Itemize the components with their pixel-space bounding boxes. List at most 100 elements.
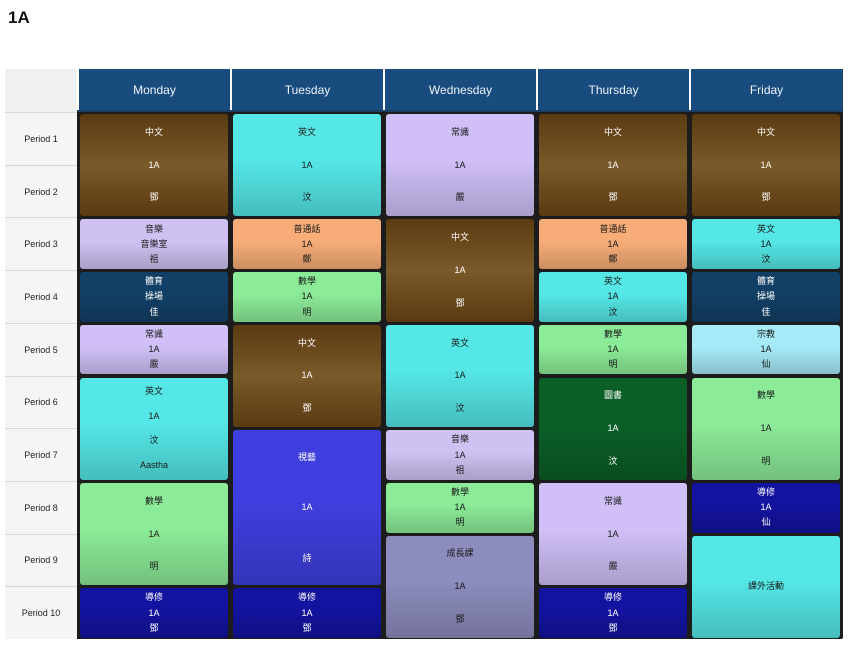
lesson-detail: 1A <box>760 502 772 513</box>
lesson-cell[interactable]: 導修 1A 仙 <box>692 482 840 533</box>
period-label: Period 3 <box>5 217 77 270</box>
lesson-detail: 鄧 <box>149 622 159 633</box>
lesson-subject: 常識 <box>144 328 163 339</box>
lesson-cell[interactable]: 課外活動 <box>692 535 840 638</box>
lesson-subject: 數學 <box>756 390 775 401</box>
period-label: Period 9 <box>5 533 77 587</box>
lesson-cell[interactable]: 體育 操場佳 <box>80 272 228 322</box>
lesson-subject: 常識 <box>450 126 469 137</box>
day-header-tuesday: Tuesday <box>230 69 383 110</box>
lesson-detail: 1A <box>760 423 772 434</box>
lesson-cell[interactable]: 數學 1A 明 <box>80 482 228 586</box>
period-label: Period 8 <box>5 480 77 534</box>
lesson-subject: 導修 <box>603 592 622 603</box>
lesson-subject: 導修 <box>756 487 775 497</box>
lesson-cell[interactable]: 英文 1A 汶 <box>539 272 687 322</box>
lesson-cell[interactable]: 體育 操場佳 <box>692 272 840 322</box>
lesson-cell[interactable]: 普通話 1A 鄭 <box>539 219 687 270</box>
lesson-detail: 詩 <box>302 552 312 563</box>
lesson-cell[interactable]: 宗教 1A 仙 <box>692 324 840 375</box>
lesson-detail: 1A <box>760 159 772 170</box>
lesson-detail: 明 <box>761 455 771 466</box>
lesson-cell[interactable]: 成長課 1A 鄧 <box>386 535 534 638</box>
lesson-detail: 鄧 <box>761 192 771 203</box>
lesson-cell[interactable]: 中文 1A 鄧 <box>692 114 840 217</box>
period-label: Period 10 <box>5 586 77 639</box>
lesson-detail: 1A <box>607 607 619 618</box>
lesson-subject: 普通話 <box>599 223 627 234</box>
lesson-detail: 1A <box>454 502 466 513</box>
lesson-subject: 導修 <box>144 592 163 603</box>
lesson-subject: 宗教 <box>756 328 775 339</box>
lesson-cell[interactable]: 導修 1A 鄧 <box>80 588 228 638</box>
period-label: Period 1 <box>5 112 77 165</box>
lesson-subject: 中文 <box>297 337 316 348</box>
lesson-cell[interactable]: 數學 1A 明 <box>692 377 840 480</box>
lesson-detail: 明 <box>149 561 159 572</box>
period-label: Period 2 <box>5 164 77 218</box>
lesson-subject: 數學 <box>603 328 622 339</box>
lesson-detail: 鄭 <box>302 253 312 264</box>
lesson-subject: 體育 <box>144 276 163 287</box>
lesson-cell[interactable]: 中文 1A 鄧 <box>386 219 534 322</box>
lesson-cell[interactable]: 數學 1A 明 <box>233 272 381 322</box>
lesson-detail: 1A <box>760 238 772 249</box>
lesson-detail: 1A <box>148 607 160 618</box>
timetable: Period 1 Period 2 Period 3 Period 4 Period 5… <box>5 69 843 639</box>
day-header-wednesday: Wednesday <box>383 69 536 110</box>
lesson-cell[interactable]: 常識 1A 嚴 <box>539 482 687 586</box>
lesson-cell[interactable]: 中文 1A 鄧 <box>539 114 687 217</box>
lesson-detail: 鄧 <box>302 403 312 414</box>
lesson-detail: 嚴 <box>455 192 465 203</box>
lesson-detail: 嚴 <box>608 561 618 572</box>
lesson-cell[interactable]: 數學 1A 明 <box>386 482 534 533</box>
lesson-detail: 汶 <box>149 435 159 446</box>
page-title: 1A <box>8 8 30 27</box>
lesson-cell[interactable]: 數學 1A 明 <box>539 324 687 375</box>
lesson-cell[interactable]: 英文 1A 汶 <box>233 114 381 217</box>
lesson-detail: 鄧 <box>455 614 465 625</box>
lesson-detail: 操場 <box>756 291 775 302</box>
lesson-cell[interactable]: 音樂 1A 祖 <box>386 430 534 480</box>
lesson-detail: 汶 <box>302 192 312 203</box>
lesson-subject: 數學 <box>297 276 316 287</box>
lesson-subject: 英文 <box>603 276 622 287</box>
lesson-cell[interactable]: 常識 1A 嚴 <box>386 114 534 217</box>
lesson-cell[interactable]: 導修 1A 鄧 <box>539 588 687 638</box>
lesson-cell[interactable]: 英文 1A 汶 <box>386 324 534 428</box>
lesson-cell[interactable]: 普通話 1A 鄭 <box>233 219 381 270</box>
lesson-detail: 明 <box>608 359 618 370</box>
lesson-detail: 祖 <box>149 253 159 264</box>
lesson-subject: 音樂 <box>450 434 469 445</box>
lesson-detail: 1A <box>607 423 619 434</box>
lesson-detail: 佳 <box>149 306 159 317</box>
lesson-detail: 鄭 <box>608 253 618 264</box>
lesson-subject: 英文 <box>144 386 163 397</box>
lesson-detail: 1A <box>301 291 313 302</box>
corner-cell <box>5 69 77 112</box>
lesson-cell[interactable]: 導修 1A 鄧 <box>233 588 381 638</box>
lesson-cell[interactable]: 視藝 1A 詩 <box>233 430 381 586</box>
lesson-cell[interactable]: 中文 1A 鄧 <box>80 114 228 217</box>
lesson-detail: 1A <box>301 370 313 381</box>
lesson-detail: 音樂室 <box>140 238 168 249</box>
lesson-detail: 1A <box>301 502 313 513</box>
lesson-cell[interactable]: 英文 1A 汶 <box>692 219 840 270</box>
lesson-detail: 1A <box>301 238 313 249</box>
lesson-detail: 汶 <box>455 403 465 414</box>
lesson-cell[interactable]: 中文 1A 鄧 <box>233 324 381 428</box>
lesson-detail: 汶 <box>608 455 618 466</box>
lesson-subject: 課外活動 <box>747 581 784 592</box>
lesson-cell[interactable]: 音樂 音樂室祖 <box>80 219 228 270</box>
period-label: Period 4 <box>5 270 77 323</box>
lesson-subject: 普通話 <box>293 223 321 234</box>
lesson-detail: 1A <box>454 265 466 276</box>
lesson-detail: 1A <box>454 449 466 460</box>
lesson-detail: 1A <box>607 344 619 355</box>
lesson-detail: 1A <box>148 528 160 539</box>
lesson-cell[interactable]: 常識 1A 嚴 <box>80 324 228 375</box>
lesson-cell[interactable]: 圖書 1A 汶 <box>539 377 687 480</box>
lesson-detail: 嚴 <box>149 359 159 370</box>
lesson-cell[interactable]: 英文 1A 汶 Aastha <box>80 377 228 480</box>
lesson-detail: 1A <box>454 159 466 170</box>
